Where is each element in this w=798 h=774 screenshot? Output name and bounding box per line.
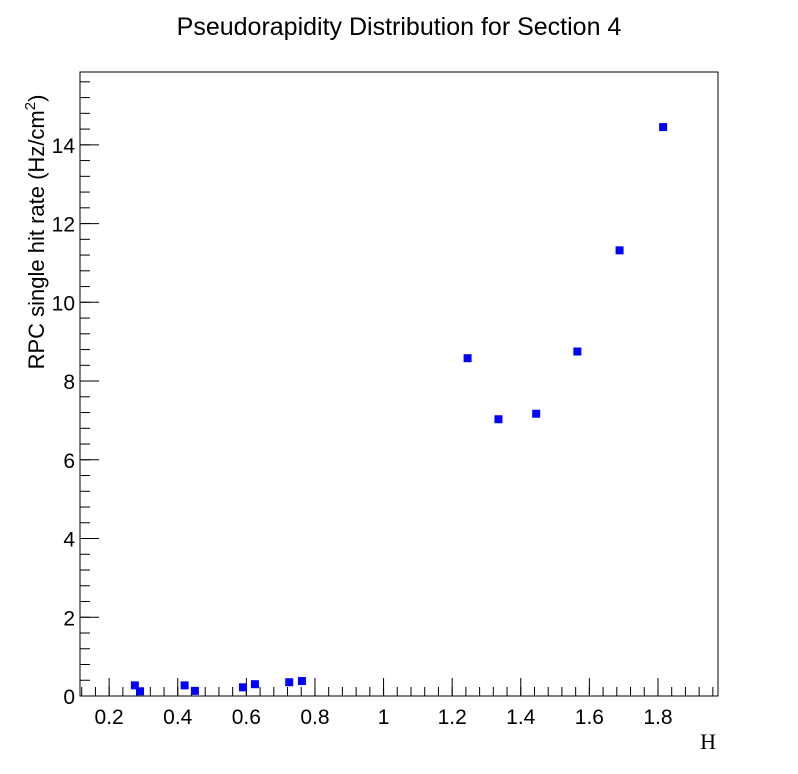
data-point	[238, 683, 247, 692]
plot-frame	[79, 71, 719, 697]
y-axis-label-tail: )	[24, 95, 49, 102]
y-tick-label: 12	[52, 214, 75, 237]
data-point	[136, 687, 145, 696]
data-point	[659, 123, 668, 132]
y-tick-label: 2	[63, 607, 75, 630]
x-tick-label: 0.4	[163, 706, 193, 729]
x-tick-label: 0.8	[300, 706, 329, 729]
data-points	[130, 123, 668, 696]
data-point	[463, 354, 472, 363]
y-tick-label: 10	[52, 292, 75, 315]
x-axis-label: H	[700, 729, 716, 754]
y-tick-label: 6	[63, 450, 75, 473]
data-point	[180, 681, 189, 690]
data-point	[190, 686, 199, 695]
y-tick-label: 0	[63, 686, 75, 709]
axis-tick-labels: 0.2 0.4 0.6 0.8 1 1.2 1.4 1.6 1.8 0 2 4 6 8 10 12 14	[52, 135, 673, 729]
data-point	[250, 680, 259, 689]
data-point	[573, 347, 582, 356]
data-point	[130, 681, 139, 690]
x-tick-label: 0.2	[95, 706, 124, 729]
y-tick-label: 14	[52, 135, 76, 158]
data-point	[297, 677, 306, 686]
x-tick-label: 1.4	[506, 706, 536, 729]
data-point	[494, 415, 503, 424]
y-axis-label-superscript: 2	[22, 102, 39, 110]
y-tick-label: 8	[63, 371, 75, 394]
y-tick-label: 4	[63, 529, 75, 552]
data-point	[285, 678, 294, 687]
data-point	[615, 246, 624, 255]
y-axis-label-main: RPC single hit rate (Hz/cm	[24, 110, 49, 369]
data-point	[532, 409, 541, 418]
x-tick-label: 1.8	[643, 706, 672, 729]
x-tick-label: 1.6	[575, 706, 604, 729]
x-tick-label: 0.6	[232, 706, 261, 729]
axis-ticks	[80, 81, 714, 697]
x-tick-label: 1.2	[438, 706, 467, 729]
y-axis-label: RPC single hit rate (Hz/cm2)	[22, 95, 49, 370]
chart-title: Pseudorapidity Distribution for Section …	[177, 13, 622, 41]
x-tick-label: 1	[378, 706, 390, 729]
